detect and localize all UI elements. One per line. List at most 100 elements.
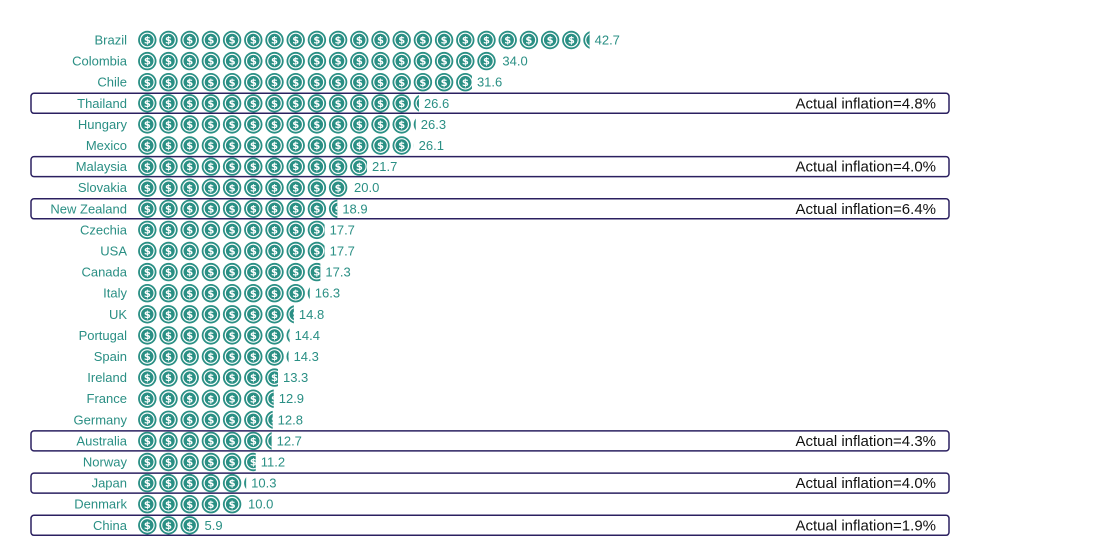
svg-text:$: $ — [144, 226, 151, 237]
svg-text:$: $ — [186, 268, 193, 279]
svg-text:$: $ — [207, 310, 214, 321]
dollar-coin-icon: $ — [392, 30, 411, 50]
svg-text:$: $ — [356, 78, 363, 89]
svg-text:$: $ — [144, 479, 151, 490]
svg-text:$: $ — [292, 204, 299, 215]
svg-text:$: $ — [271, 120, 278, 131]
dollar-coin-icon: $ — [159, 284, 178, 303]
svg-text:$: $ — [165, 458, 172, 469]
svg-text:$: $ — [207, 331, 214, 342]
svg-text:$: $ — [186, 78, 193, 89]
svg-text:$: $ — [229, 500, 236, 511]
svg-text:$: $ — [377, 99, 384, 110]
dollar-coin-icon: $ — [286, 51, 305, 71]
dollar-coin-icon: $ — [222, 199, 242, 218]
highlight-note: Actual inflation=4.8% — [795, 95, 936, 112]
dollar-coin-icon: $ — [159, 473, 178, 493]
svg-text:$: $ — [207, 36, 214, 47]
svg-text:$: $ — [589, 36, 596, 47]
svg-text:$: $ — [250, 226, 257, 237]
svg-text:$: $ — [165, 36, 172, 47]
dollar-coin-icon: $ — [138, 431, 157, 451]
svg-text:$: $ — [313, 78, 320, 89]
dollar-coin-icon: $ — [159, 241, 178, 261]
bar: $ $ $ $ $ $ $ $ $ $ — [138, 199, 338, 218]
svg-text:$: $ — [186, 120, 193, 131]
svg-text:$: $ — [186, 458, 193, 469]
svg-text:$: $ — [335, 183, 342, 194]
dollar-coin-icon: $ — [286, 305, 294, 324]
svg-text:$: $ — [441, 78, 448, 89]
dollar-coin-icon: $ — [350, 73, 369, 92]
svg-text:$: $ — [250, 373, 257, 384]
dollar-coin-icon: $ — [265, 389, 274, 408]
svg-text:$: $ — [165, 310, 172, 321]
svg-text:$: $ — [186, 36, 193, 47]
dollar-coin-icon: $ — [201, 30, 221, 50]
svg-text:$: $ — [356, 141, 363, 152]
category-label: Canada — [81, 265, 127, 280]
dollar-coin-icon: $ — [201, 347, 221, 366]
svg-text:$: $ — [186, 415, 193, 426]
dollar-coin-icon: $ — [138, 30, 157, 50]
dollar-coin-icon: $ — [434, 51, 454, 71]
value-label: 12.8 — [278, 412, 303, 427]
dollar-coin-icon: $ — [350, 157, 368, 176]
svg-text:$: $ — [207, 479, 214, 490]
dollar-coin-icon: $ — [138, 389, 157, 408]
dollar-coin-icon: $ — [244, 368, 263, 387]
value-label: 21.7 — [372, 159, 397, 174]
svg-text:$: $ — [313, 57, 320, 68]
svg-text:$: $ — [144, 204, 151, 215]
svg-text:$: $ — [547, 36, 554, 47]
svg-text:$: $ — [398, 141, 405, 152]
dollar-coin-icon: $ — [201, 73, 221, 92]
svg-text:$: $ — [165, 57, 172, 68]
dollar-coin-icon: $ — [180, 199, 199, 218]
svg-text:$: $ — [271, 415, 278, 426]
svg-text:$: $ — [165, 521, 172, 532]
svg-text:$: $ — [165, 99, 172, 110]
category-label: China — [93, 518, 128, 533]
svg-text:$: $ — [250, 247, 257, 258]
value-label: 20.0 — [354, 180, 379, 195]
value-label: 26.1 — [419, 138, 444, 153]
dollar-coin-icon: $ — [371, 136, 390, 155]
dollar-coin-icon: $ — [477, 51, 496, 71]
dollar-coin-icon: $ — [307, 262, 321, 282]
dollar-coin-icon: $ — [180, 157, 199, 176]
svg-text:$: $ — [186, 310, 193, 321]
dollar-coin-icon: $ — [138, 516, 157, 535]
bar: $ $ $ $ $ $ $ $ $ $ $ $ $ $ $ $ $ — [138, 51, 496, 71]
svg-text:$: $ — [250, 268, 257, 279]
svg-text:$: $ — [335, 120, 342, 131]
highlight-note: Actual inflation=1.9% — [795, 517, 936, 534]
dollar-coin-icon: $ — [413, 118, 416, 131]
dollar-coin-icon: $ — [222, 495, 242, 514]
dollar-coin-icon: $ — [159, 94, 178, 113]
svg-text:$: $ — [144, 268, 151, 279]
svg-text:$: $ — [335, 162, 342, 173]
dollar-coin-icon: $ — [138, 51, 157, 71]
category-label: Thailand — [77, 96, 127, 111]
highlight-box — [30, 198, 950, 220]
highlight-box — [30, 430, 950, 452]
dollar-coin-icon: $ — [265, 51, 284, 71]
svg-text:$: $ — [250, 204, 257, 215]
dollar-coin-icon: $ — [244, 477, 247, 489]
dollar-coin-icon: $ — [159, 495, 178, 514]
dollar-coin-icon: $ — [244, 241, 263, 261]
category-label: Malaysia — [76, 159, 128, 174]
dollar-coin-icon: $ — [138, 73, 157, 92]
svg-text:$: $ — [186, 437, 193, 448]
dollar-coin-icon: $ — [328, 136, 348, 155]
dollar-coin-icon: $ — [244, 94, 263, 113]
dollar-coin-icon: $ — [138, 241, 157, 261]
dollar-coin-icon: $ — [244, 136, 263, 155]
svg-text:$: $ — [165, 226, 172, 237]
dollar-coin-icon: $ — [286, 220, 305, 240]
svg-text:$: $ — [229, 289, 236, 300]
value-label: 34.0 — [502, 54, 527, 69]
bar: $ $ $ $ $ $ $ $ $ $ $ $ $ $ $ $ $ $ $ $ $ $ — [138, 30, 596, 50]
svg-text:$: $ — [292, 183, 299, 194]
